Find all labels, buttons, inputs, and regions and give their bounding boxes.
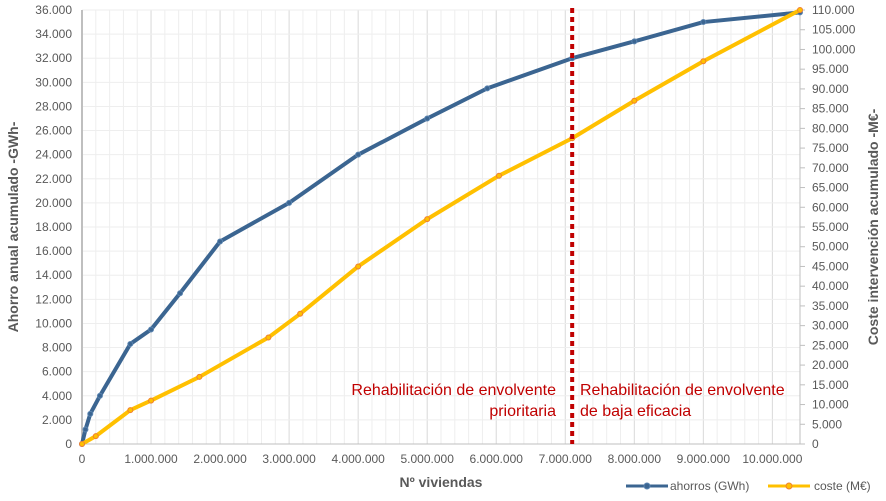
annotation-left-line2: prioritaria	[489, 403, 556, 420]
y2-tick-label: 5.000	[812, 417, 842, 431]
y2-tick-label: 10.000	[812, 398, 849, 412]
data-point-ahorros	[217, 238, 224, 245]
y2-tick-label: 35.000	[812, 299, 849, 313]
y2-tick-label: 110.000	[812, 3, 855, 17]
series-group	[79, 7, 803, 447]
data-point-coste	[196, 373, 203, 380]
data-point-ahorros	[631, 38, 638, 45]
y2-tick-label: 45.000	[812, 259, 849, 273]
data-point-coste	[127, 407, 134, 414]
data-point-coste	[631, 97, 638, 104]
x-tick-label: 9.000.000	[677, 452, 731, 466]
x-tick-label: 4.000.000	[331, 452, 385, 466]
data-point-ahorros	[424, 115, 431, 122]
data-point-ahorros	[286, 199, 293, 206]
y-tick-label: 8.000	[42, 341, 72, 355]
data-point-coste	[797, 7, 803, 13]
legend: ahorros (GWh) coste (M€)	[626, 479, 871, 493]
data-point-coste	[148, 397, 155, 404]
data-point-ahorros	[355, 151, 362, 158]
data-point-ahorros	[127, 340, 134, 347]
x-axis-label: Nº viviendas	[400, 474, 483, 490]
y-tick-label: 20.000	[35, 196, 72, 210]
data-point-ahorros	[82, 426, 89, 433]
legend-coste-label: coste (M€)	[814, 479, 871, 493]
x-tick-label: 6.000.000	[470, 452, 524, 466]
y-tick-label: 36.000	[35, 3, 72, 17]
y-tick-label: 0	[65, 437, 72, 451]
y2-tick-label: 80.000	[812, 121, 849, 135]
y2-tick-label: 75.000	[812, 141, 849, 155]
x-tick-label: 1.000.000	[124, 452, 178, 466]
y2-tick-label: 105.000	[812, 23, 856, 37]
y-tick-label: 12.000	[35, 292, 72, 306]
x-tick-label: 5.000.000	[400, 452, 454, 466]
data-point-ahorros	[148, 326, 155, 333]
y2-tick-label: 0	[812, 437, 819, 451]
y2-tick-label: 20.000	[812, 358, 849, 372]
y2-tick-label: 90.000	[812, 82, 849, 96]
data-point-ahorros	[700, 19, 707, 26]
legend-ahorros-label: ahorros (GWh)	[670, 479, 749, 493]
y2-tick-label: 40.000	[812, 279, 849, 293]
y-axis-label: Ahorro anual acumulado -GWh-	[5, 121, 21, 332]
y2-tick-label: 85.000	[812, 102, 849, 116]
y-tick-label: 34.000	[35, 27, 72, 41]
y2-tick-label: 55.000	[812, 220, 849, 234]
y2-tick-label: 70.000	[812, 161, 849, 175]
y-tick-label: 30.000	[35, 75, 72, 89]
data-point-ahorros	[87, 410, 94, 417]
gridlines	[81, 9, 801, 445]
annotation-right-line2: de baja eficacia	[580, 403, 691, 420]
data-point-coste	[92, 433, 99, 440]
y-tick-label: 18.000	[35, 220, 72, 234]
data-point-coste	[700, 58, 707, 65]
y-tick-label: 24.000	[35, 148, 72, 162]
annotation-left-line1: Rehabilitación de envolvente	[351, 382, 556, 399]
y-tick-label: 4.000	[42, 389, 72, 403]
x-tick-label: 0	[79, 452, 86, 466]
series-line-coste	[81, 8, 801, 446]
y2-tick-label: 100.000	[812, 42, 856, 56]
y2-tick-label: 65.000	[812, 181, 849, 195]
x-tick-label: 7.000.000	[539, 452, 593, 466]
data-point-coste	[79, 441, 85, 447]
data-point-ahorros	[177, 290, 184, 297]
y-tick-label: 2.000	[42, 413, 72, 427]
data-point-coste	[297, 310, 304, 317]
data-point-coste	[355, 263, 362, 270]
y-tick-label: 16.000	[35, 244, 72, 258]
data-point-coste	[495, 172, 502, 179]
y-tick-label: 32.000	[35, 51, 72, 65]
y2-tick-label: 30.000	[812, 319, 849, 333]
y-tick-label: 6.000	[42, 365, 72, 379]
x-tick-label: 3.000.000	[262, 452, 316, 466]
y-tick-label: 10.000	[35, 316, 72, 330]
y2-tick-label: 50.000	[812, 240, 849, 254]
x-tick-label: 10.000.000	[742, 452, 802, 466]
x-tick-label: 8.000.000	[608, 452, 662, 466]
data-point-ahorros	[484, 85, 491, 92]
axes: 0 2.000 4.000 6.000 8.000 10.000 12.000 14.000 1…	[35, 3, 855, 466]
legend-ahorros-marker	[643, 482, 651, 490]
series-line-ahorros	[80, 10, 801, 445]
y-tick-label: 14.000	[35, 268, 72, 282]
data-point-coste	[265, 334, 272, 341]
y2-tick-label: 25.000	[812, 338, 849, 352]
y2-tick-label: 15.000	[812, 378, 849, 392]
legend-coste-marker	[785, 482, 793, 490]
y2-tick-label: 95.000	[812, 62, 849, 76]
y2-tick-label: 60.000	[812, 200, 849, 214]
y-tick-label: 28.000	[35, 99, 72, 113]
data-point-coste	[424, 216, 431, 223]
y-tick-label: 26.000	[35, 124, 72, 138]
data-point-ahorros	[96, 392, 103, 399]
x-tick-label: 2.000.000	[193, 452, 247, 466]
y2-axis-label: Coste intervención acumulado -M€-	[865, 108, 881, 345]
annotation-right-line1: Rehabilitación de envolvente	[580, 382, 785, 399]
y-tick-label: 22.000	[35, 172, 72, 186]
